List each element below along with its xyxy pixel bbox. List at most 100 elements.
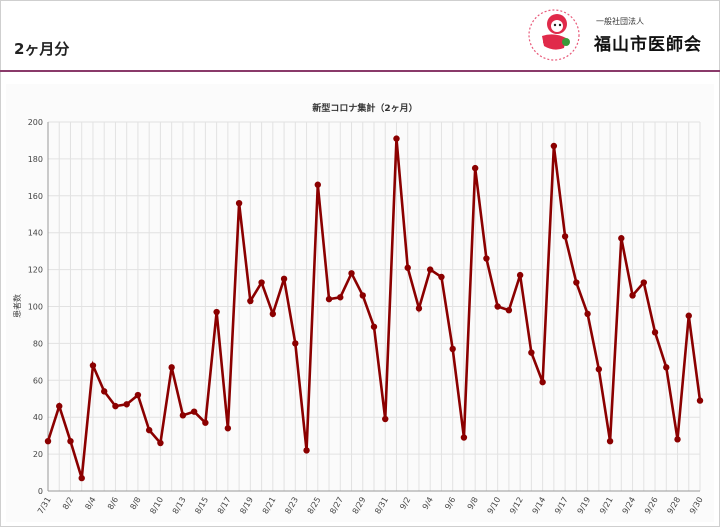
- data-point: [618, 235, 625, 242]
- data-point: [78, 474, 85, 482]
- y-tick-label: 180: [28, 155, 43, 164]
- x-tick-label: 7/31: [36, 496, 53, 516]
- data-point: [247, 297, 254, 305]
- y-tick-label: 120: [28, 266, 43, 275]
- data-point: [370, 323, 378, 330]
- chart-panel: 新型コロナ集計（2ヶ月） 患者数 0 20 40 60 80 100 120 140 160 18…: [6, 84, 714, 522]
- y-tick-labels: 0 20 40 60 80 100 120 140 160 180 200: [28, 118, 43, 496]
- data-point: [640, 279, 647, 286]
- x-tick-label: 9/8: [466, 496, 480, 512]
- data-point: [145, 426, 153, 434]
- x-tick-label: 9/4: [421, 496, 435, 512]
- data-point: [651, 329, 659, 336]
- data-point: [44, 437, 52, 445]
- data-point: [325, 295, 333, 303]
- x-tick-label: 8/2: [61, 496, 75, 512]
- mascot-logo-icon: [528, 9, 580, 61]
- y-tick-label: 60: [33, 376, 43, 385]
- x-tick-label: 8/31: [373, 496, 390, 516]
- y-tick-label: 20: [33, 450, 43, 459]
- data-point: [404, 264, 411, 271]
- data-point: [629, 292, 636, 299]
- x-tick-label: 8/17: [216, 496, 233, 516]
- x-tick-label: 8/21: [261, 496, 278, 516]
- chart-title: 新型コロナ集計（2ヶ月）: [312, 102, 417, 114]
- x-tick-label: 8/6: [106, 496, 120, 512]
- x-tick-label: 9/14: [531, 496, 548, 516]
- x-tick-label: 9/24: [621, 496, 638, 516]
- data-point: [168, 364, 175, 371]
- data-point: [573, 279, 580, 286]
- x-tick-label: 9/21: [598, 496, 615, 516]
- grid-layer: [47, 121, 701, 492]
- data-point: [213, 308, 220, 316]
- data-point: [292, 340, 299, 347]
- series-layer: [44, 135, 704, 482]
- data-point: [269, 310, 277, 318]
- data-point: [663, 364, 670, 371]
- x-tick-label: 9/30: [688, 496, 705, 516]
- data-point: [606, 437, 614, 445]
- x-tick-label: 8/4: [83, 496, 97, 512]
- data-point: [337, 294, 344, 301]
- x-tick-label: 8/10: [148, 496, 165, 516]
- data-point: [393, 135, 400, 142]
- x-tick-label: 9/6: [443, 496, 457, 512]
- data-point: [539, 378, 546, 386]
- x-tick-label: 9/26: [643, 496, 660, 516]
- data-point: [359, 292, 366, 299]
- data-point: [550, 142, 558, 150]
- data-point: [696, 397, 704, 404]
- data-point: [528, 349, 535, 356]
- data-point: [674, 436, 681, 443]
- data-point: [56, 402, 63, 410]
- y-tick-label: 160: [28, 192, 43, 201]
- data-point: [438, 273, 445, 281]
- data-point: [505, 306, 513, 314]
- y-tick-label: 40: [33, 413, 43, 422]
- x-tick-label: 8/23: [283, 496, 300, 516]
- x-tick-labels: 7/31 8/2 8/4 8/6 8/8 8/10 8/13 8/15 8/17 8/19 8/21…: [36, 496, 705, 516]
- org-name: 福山市医師会: [594, 35, 702, 55]
- y-tick-label: 200: [28, 118, 43, 127]
- page-title: 2ヶ月分: [14, 40, 70, 58]
- data-point: [303, 447, 310, 454]
- data-point: [427, 266, 434, 273]
- data-point: [685, 312, 692, 319]
- line-chart: 新型コロナ集計（2ヶ月） 患者数 0 20 40 60 80 100 120 140 160 18…: [12, 102, 705, 516]
- data-point: [516, 271, 524, 279]
- data-point: [449, 345, 456, 353]
- data-point: [123, 401, 130, 408]
- y-axis-title: 患者数: [12, 294, 22, 318]
- x-tick-label: 8/27: [328, 496, 345, 516]
- data-point: [584, 310, 591, 318]
- x-tick-label: 8/8: [128, 496, 142, 512]
- data-point: [483, 255, 490, 262]
- data-point: [101, 388, 108, 395]
- y-tick-label: 100: [28, 303, 43, 312]
- x-tick-label: 8/19: [238, 496, 255, 516]
- org-logo: 一般社団法人 福山市医師会: [524, 6, 714, 64]
- x-tick-label: 9/10: [486, 496, 503, 516]
- data-point: [314, 181, 321, 188]
- data-point: [112, 402, 119, 410]
- x-tick-label: 8/29: [351, 496, 368, 516]
- data-point: [89, 362, 97, 369]
- data-point: [280, 275, 288, 283]
- data-point: [471, 164, 479, 172]
- data-point: [561, 233, 569, 240]
- y-tick-label: 80: [33, 339, 43, 348]
- data-point: [67, 437, 74, 445]
- data-point: [348, 270, 355, 277]
- data-point: [202, 419, 209, 426]
- x-tick-label: 9/19: [576, 496, 593, 516]
- data-point: [179, 412, 187, 419]
- header: 2ヶ月分 一般社団法人 福山市医師会: [0, 0, 720, 72]
- data-point: [190, 408, 198, 415]
- data-point: [494, 303, 501, 310]
- y-tick-label: 140: [28, 229, 43, 238]
- y-tick-label: 0: [38, 487, 43, 496]
- data-point: [157, 439, 164, 447]
- data-point: [235, 199, 243, 207]
- data-point: [460, 434, 468, 441]
